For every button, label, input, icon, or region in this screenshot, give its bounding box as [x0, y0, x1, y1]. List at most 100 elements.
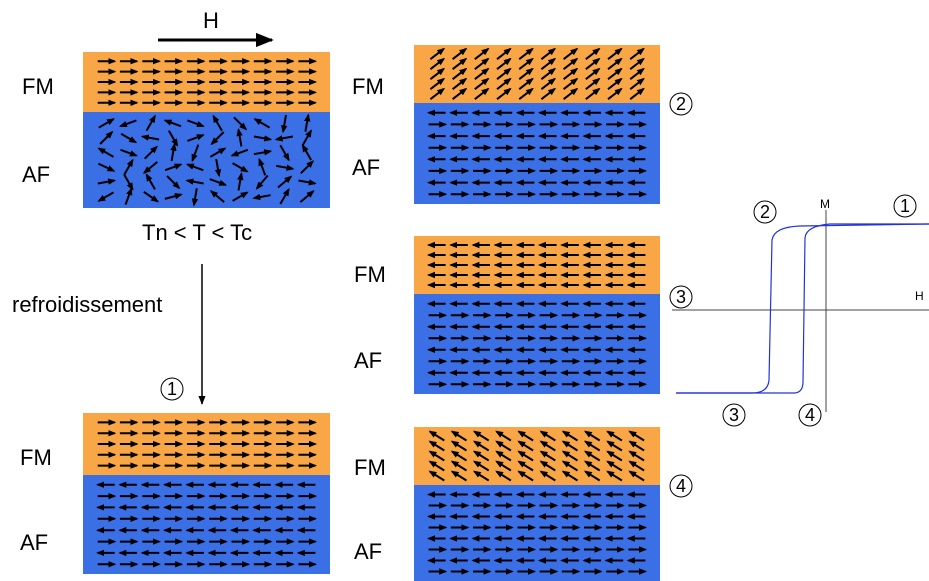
state-number: 3: [729, 405, 739, 425]
spin-arrow: [450, 440, 468, 452]
spin-arrow: [429, 77, 446, 90]
fm-layer: [414, 45, 660, 103]
af-spins: [97, 113, 317, 207]
spin-arrow: [252, 193, 271, 201]
spin-arrow: [97, 162, 116, 172]
af-layer: [414, 485, 660, 581]
loop-marker-1: 1: [893, 194, 917, 218]
panel-state-2: FM AF 2: [352, 45, 693, 204]
spin-arrow: [518, 57, 534, 70]
spin-arrow: [142, 161, 158, 174]
state-marker-3: 3: [669, 285, 693, 309]
spin-arrow: [276, 164, 295, 171]
spin-arrow: [539, 460, 556, 472]
spin-arrow: [539, 440, 556, 452]
spin-arrow: [628, 460, 645, 472]
spin-arrow: [474, 67, 490, 80]
fm-layer: [414, 427, 660, 485]
fm-spins: [427, 241, 646, 289]
spin-arrow: [539, 430, 556, 442]
spin-arrow: [606, 460, 623, 472]
spin-arrow: [540, 67, 557, 80]
fm-label: FM: [354, 262, 386, 287]
spin-arrow: [281, 114, 288, 134]
spin-arrow: [97, 191, 115, 202]
spin-arrow: [606, 440, 623, 452]
spin-arrow: [540, 47, 557, 60]
spin-arrow: [496, 77, 512, 90]
spin-arrow: [539, 470, 556, 482]
spin-arrow: [495, 440, 512, 452]
spin-arrow: [474, 47, 490, 60]
spin-arrow: [301, 129, 312, 146]
spin-arrow: [143, 145, 158, 160]
spin-arrow: [472, 450, 490, 462]
m-axis-label: M: [820, 197, 830, 211]
spin-arrow: [517, 450, 534, 462]
spin-arrow: [518, 87, 534, 100]
spin-arrow: [429, 57, 446, 70]
spin-arrow: [495, 450, 512, 462]
spin-arrow: [145, 114, 156, 132]
spin-arrow: [629, 67, 645, 80]
spin-arrow: [562, 57, 579, 70]
af-label: AF: [354, 348, 382, 373]
spin-arrow: [253, 149, 273, 156]
state-number: 1: [900, 196, 910, 216]
spin-arrow: [428, 470, 445, 482]
loop-marker-4: 4: [798, 403, 822, 427]
spin-arrow: [97, 178, 117, 185]
spin-arrow: [451, 57, 468, 70]
spin-arrow: [212, 114, 223, 132]
spin-arrow: [628, 470, 645, 482]
spin-arrow: [140, 134, 160, 141]
spin-arrow: [562, 87, 579, 100]
spin-arrow: [123, 158, 134, 176]
spin-arrow: [585, 57, 601, 70]
spin-arrow: [451, 87, 468, 100]
spin-arrow: [232, 162, 249, 173]
spin-arrow: [300, 160, 315, 175]
af-spins: [427, 109, 648, 198]
af-label: AF: [354, 539, 382, 564]
fm-label: FM: [20, 445, 52, 470]
af-label: AF: [352, 155, 380, 180]
hysteresis-loop-plot: M H 1 2 3 4: [672, 194, 929, 427]
spin-arrow: [145, 173, 156, 190]
spin-arrow: [230, 148, 249, 157]
spin-arrow: [607, 67, 623, 80]
spin-arrow: [209, 147, 227, 158]
spin-arrow: [258, 157, 267, 176]
spin-arrow: [607, 47, 623, 60]
fm-spins: [97, 58, 317, 107]
spin-arrow: [606, 450, 623, 462]
af-label: AF: [22, 162, 50, 187]
spin-arrow: [607, 77, 623, 90]
spin-arrow: [451, 67, 468, 80]
spin-arrow: [495, 470, 512, 482]
spin-arrow: [495, 430, 512, 442]
spin-arrow: [585, 67, 601, 80]
field-label: H: [203, 8, 219, 33]
spin-arrow: [583, 440, 601, 452]
spin-arrow: [450, 460, 468, 472]
spin-arrow: [474, 77, 490, 90]
spin-arrow: [628, 430, 645, 442]
spin-arrow: [304, 113, 311, 132]
spin-arrow: [428, 450, 445, 462]
state-marker-4: 4: [669, 474, 693, 498]
spin-arrow: [164, 193, 183, 200]
spin-arrow: [120, 148, 138, 157]
panel-state-3: FM AF 3: [354, 236, 693, 394]
spin-arrow: [98, 118, 115, 129]
fm-spins: [97, 419, 317, 469]
spin-arrow: [123, 174, 134, 191]
loop-marker-2: 2: [753, 200, 777, 224]
spin-arrow: [539, 450, 556, 462]
fm-label: FM: [352, 74, 384, 99]
panel-state-1: FM AF 1: [20, 377, 330, 574]
spin-arrow: [629, 47, 645, 60]
af-layer: [414, 294, 660, 394]
spin-arrow: [166, 175, 181, 190]
